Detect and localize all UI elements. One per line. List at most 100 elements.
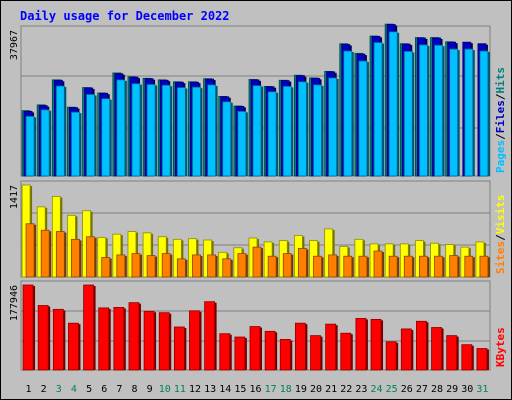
bar-pages-day-29 [449,48,459,177]
bar-pages-day-3 [55,85,65,177]
x-tick-label-day-2: 2 [41,384,47,395]
bar-pages-day-25 [388,31,398,177]
bar-kbytes-day-2 [37,305,49,371]
x-tick-label-day-9: 9 [147,384,153,395]
x-tick-label-day-19: 19 [295,384,307,395]
x-tick-label-day-8: 8 [131,384,137,395]
x-tick-label-day-5: 5 [86,384,92,395]
x-tick-label-day-10: 10 [159,384,171,395]
x-tick-label-day-6: 6 [101,384,107,395]
bar-kbytes-day-22 [340,332,352,371]
x-tick-label-day-25: 25 [386,384,398,395]
x-tick-label-day-21: 21 [325,384,337,395]
x-tick-label-day-12: 12 [189,384,201,395]
bar-kbytes-day-15 [234,336,246,371]
x-tick-label-day-20: 20 [310,384,322,395]
bar-pages-day-13 [207,84,217,177]
y-axis-max-label: 177946 [9,285,20,321]
bar-kbytes-day-10 [158,312,170,371]
bar-sites-day-21 [328,254,338,278]
bar-pages-day-7 [116,79,126,177]
bar-kbytes-day-30 [461,344,473,371]
bar-sites-day-10 [161,253,171,278]
bar-pages-day-20 [313,84,322,177]
bar-kbytes-day-9 [143,310,155,371]
legend-entry: / [494,93,507,100]
legend-entry: Files [494,100,507,133]
bar-pages-day-9 [146,84,156,177]
x-tick-label-day-1: 1 [26,384,32,395]
x-tick-label-day-14: 14 [219,384,231,395]
bar-sites-day-19 [297,248,307,278]
bar-sites-day-23 [358,255,368,278]
x-tick-label-day-27: 27 [416,384,428,395]
bar-pages-day-30 [464,48,474,177]
panel-kbytes: 177946 KBytes [9,280,507,371]
bar-sites-day-4 [71,238,80,278]
bar-sites-day-22 [343,255,353,278]
bar-kbytes-day-11 [173,326,185,371]
legend-entry: Pages [494,140,507,173]
bar-sites-day-24 [373,250,383,278]
bar-pages-day-19 [297,81,307,177]
bar-kbytes-day-24 [370,318,382,371]
bar-sites-day-14 [222,258,232,278]
x-tick-label-day-17: 17 [265,384,277,395]
bar-pages-day-17 [267,91,277,177]
legend-entry: KBytes [494,327,507,367]
bar-sites-day-31 [479,255,489,278]
bar-kbytes-day-1 [22,284,34,371]
chart-title-text: Daily usage for December 2022 [20,9,230,23]
bar-pages-day-23 [358,60,368,177]
bar-sites-day-16 [252,246,262,278]
bar-kbytes-day-25 [385,341,397,371]
bar-pages-day-12 [192,86,201,177]
bar-pages-day-15 [237,110,247,177]
bar-pages-day-2 [40,109,50,177]
bar-kbytes-day-31 [476,348,488,371]
series-sites [25,223,490,278]
bar-pages-day-22 [343,50,353,177]
bar-sites-day-6 [101,257,111,278]
x-tick-label-day-13: 13 [204,384,216,395]
chart-title: Daily usage for December 2022 [20,9,230,23]
bar-sites-day-3 [55,231,65,278]
bar-kbytes-day-26 [400,328,412,371]
x-tick-label-day-22: 22 [340,384,352,395]
bar-pages-day-31 [479,50,489,177]
bar-kbytes-day-17 [264,330,276,371]
bar-sites-day-5 [86,236,95,278]
bar-kbytes-day-18 [279,339,291,371]
bar-sites-day-8 [131,253,141,278]
bar-sites-day-2 [40,229,50,278]
bar-pages-day-28 [434,44,443,177]
bar-sites-day-15 [237,253,247,278]
bar-pages-day-21 [328,77,338,177]
bar-sites-day-13 [207,254,217,278]
series-pages [25,31,490,177]
bar-sites-day-28 [434,255,443,278]
bar-pages-day-5 [86,94,95,177]
legend-hits-files-pages: Pages/Files/Hits [494,67,507,173]
bar-kbytes-day-29 [446,335,458,371]
bar-kbytes-day-19 [294,322,306,371]
bar-kbytes-day-13 [204,301,216,371]
x-tick-label-day-16: 16 [249,384,261,395]
legend-entry: Visits [494,195,507,235]
x-tick-label-day-24: 24 [371,384,383,395]
bar-kbytes-day-14 [219,333,231,371]
bar-pages-day-1 [25,115,35,177]
bar-pages-day-16 [252,85,262,177]
bar-kbytes-day-12 [189,310,200,371]
bar-kbytes-day-28 [431,327,442,371]
bar-pages-day-18 [282,86,292,177]
y-axis-max-label: 1417 [9,185,20,209]
x-tick-label-day-7: 7 [116,384,122,395]
bar-sites-day-25 [388,255,398,278]
y-axis-max-label: 37967 [9,30,20,60]
bar-kbytes-day-6 [98,307,110,371]
bar-sites-day-11 [176,258,186,278]
bar-pages-day-11 [176,87,186,177]
x-tick-label-day-4: 4 [71,384,77,395]
